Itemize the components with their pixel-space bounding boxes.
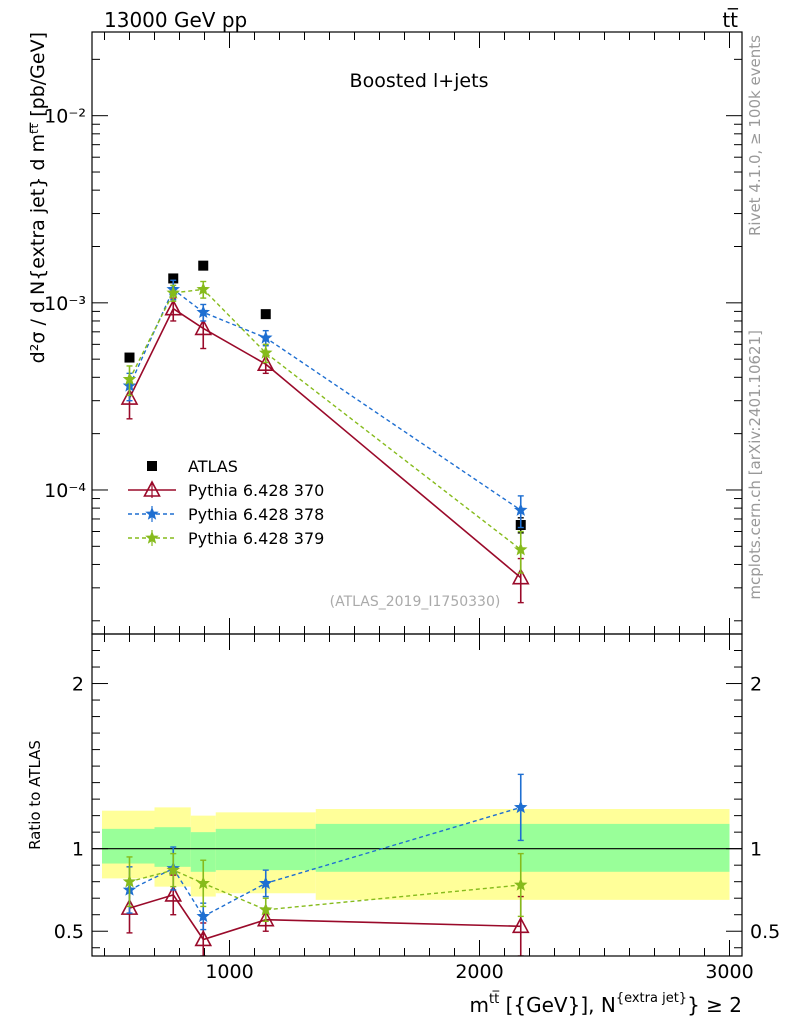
point-data-1 — [168, 273, 179, 284]
x-axis-label: mtt̅ [{GeV}], N{extra jet}} ≥ 2 — [470, 991, 742, 1017]
point-data-3 — [260, 309, 271, 320]
ratio-point-p378-2 — [196, 909, 211, 923]
x-axis-label-sup: tt̅ — [489, 991, 500, 1007]
x-axis-label-sup2: {extra jet} — [616, 991, 687, 1006]
point-p379-3 — [258, 345, 273, 359]
series-p378 — [122, 279, 528, 529]
main-y-tick-label: 10⁻⁴ — [44, 480, 86, 502]
ratio-point-p370-3 — [256, 909, 275, 927]
ratio-point-p378-3 — [258, 876, 273, 890]
x-axis-label-end: } ≥ 2 — [687, 993, 742, 1017]
x-axis-label-mid: [{GeV}], N — [499, 993, 616, 1017]
legend-label-data: ATLAS — [188, 457, 238, 476]
band-inner-3 — [215, 828, 316, 871]
legend-label-p370: Pythia 6.428 370 — [188, 481, 324, 500]
ratio-point-p379-1 — [166, 863, 181, 876]
main-y-tick-label: 10⁻³ — [44, 293, 86, 315]
point-p378-4 — [513, 503, 528, 516]
header-left-label: 13000 GeV pp — [104, 8, 247, 32]
mcplots-label: mcplots.cern.ch [arXiv:2401.10621] — [746, 330, 764, 600]
analysis-watermark: (ATLAS_2019_I1750330) — [330, 594, 501, 610]
ratio-point-p378-4 — [513, 800, 528, 814]
main-y-axis-label: d²σ / d N{extra jet} d mᵗᵗ̅ [pb/GeV] — [27, 32, 49, 363]
main-y-axis: 10⁻² 10⁻³ 10⁻⁴ — [44, 32, 742, 634]
ratio-y-tick-label-left: 0.5 — [54, 921, 84, 943]
point-p379-2 — [196, 282, 211, 296]
ratio-y-axis: 0.5 0.5 1 1 2 2 — [54, 650, 780, 949]
point-data-2 — [198, 260, 209, 271]
point-p370-1 — [164, 299, 183, 316]
point-data-0 — [124, 352, 135, 363]
point-p379-1 — [166, 285, 181, 299]
ratio-y-tick-label-right: 2 — [750, 674, 762, 696]
ratio-x-tick-label: 3000 — [705, 961, 753, 983]
ratio-line-p370 — [129, 893, 521, 941]
legend-marker-data — [147, 461, 157, 471]
main-panel: 10⁻² 10⁻³ 10⁻⁴ Boosted l+jets (ATLAS_2019_… — [27, 31, 743, 635]
legend-marker-p370 — [143, 480, 161, 497]
band-inner-0 — [102, 828, 155, 864]
ratio-x-tick-label: 2000 — [455, 961, 503, 983]
ratio-y-tick-label-left: 2 — [72, 674, 84, 696]
ratio-point-p370-2 — [194, 929, 213, 947]
legend-marker-p379 — [145, 530, 159, 544]
main-plot-area — [120, 260, 530, 604]
ratio-x-tick-label: 1000 — [205, 961, 253, 983]
band-inner-4 — [315, 823, 730, 872]
point-p378-2 — [196, 305, 211, 319]
point-p379-4 — [513, 542, 528, 556]
ratio-y-tick-label-right: 0.5 — [750, 921, 780, 943]
x-axis-label-m: m — [470, 993, 489, 1017]
ratio-panel: 0.5 0.5 1 1 2 2 1000 2000 3000 Ratio to ATLAS m… — [26, 633, 780, 1017]
main-chart-title: Boosted l+jets — [350, 70, 489, 92]
ratio-point-p370-0 — [120, 898, 139, 915]
point-p379-0 — [122, 372, 137, 386]
ratio-x-axis: 1000 2000 3000 — [104, 634, 754, 983]
ratio-point-p379-4 — [513, 877, 528, 891]
ratio-point-p379-2 — [196, 876, 211, 890]
point-p370-0 — [120, 388, 139, 405]
point-p370-3 — [256, 354, 275, 371]
main-y-tick-label: 10⁻² — [44, 106, 86, 128]
legend-marker-p378 — [145, 506, 159, 520]
ratio-point-p379-0 — [122, 874, 137, 888]
legend-label-p378: Pythia 6.428 378 — [188, 505, 324, 524]
ratio-point-p370-4 — [511, 916, 530, 934]
ratio-y-tick-label-right: 1 — [750, 839, 762, 861]
legend-label-p379: Pythia 6.428 379 — [188, 529, 324, 548]
series-line-p378 — [128, 288, 522, 511]
series-p370 — [120, 297, 530, 604]
ratio-point-p379-3 — [258, 902, 273, 916]
legend: ATLAS Pythia 6.428 370 Pythia 6.428 378 Pyt… — [128, 457, 324, 548]
ratio-panel-frame — [91, 633, 743, 957]
header-right-label: tt̅ — [722, 7, 739, 32]
ratio-series-p379 — [122, 852, 528, 923]
ratio-plot-area — [92, 773, 742, 956]
point-p370-4 — [511, 567, 530, 585]
series-data — [124, 260, 526, 534]
ratio-y-axis-label: Ratio to ATLAS — [26, 740, 44, 850]
rivet-version-label: Rivet 4.1.0, ≥ 100k events — [746, 35, 764, 236]
point-p370-2 — [194, 318, 213, 336]
ratio-point-p370-1 — [164, 885, 183, 902]
series-p379 — [122, 280, 528, 574]
ratio-y-tick-label-left: 1 — [72, 839, 84, 861]
point-p378-3 — [258, 330, 273, 344]
